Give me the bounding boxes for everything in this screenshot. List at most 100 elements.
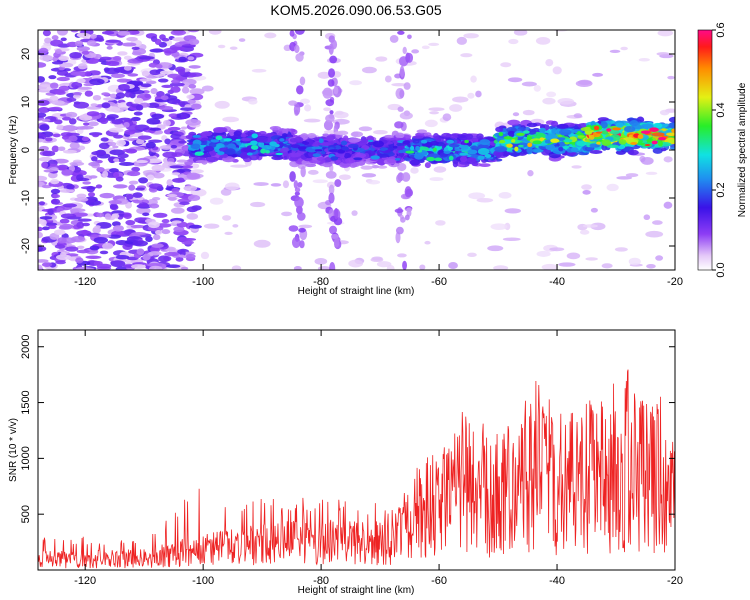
spectrogram-streak-blob	[323, 120, 334, 131]
spectrogram-speckle	[375, 56, 388, 62]
spectrogram-hotspot	[667, 139, 675, 144]
spectrogram-noise-blob	[123, 213, 132, 220]
spectrogram-noise-blob	[161, 218, 170, 224]
spectrogram-noise-blob	[38, 112, 47, 118]
spectrogram-hotspot	[250, 140, 258, 146]
spectrogram-hotspot	[432, 147, 437, 152]
spectrogram-noise-blob	[101, 102, 111, 109]
spectrogram-signal-blob	[494, 146, 508, 153]
spectrogram-noise-blob	[149, 127, 162, 131]
spectrogram-noise-blob	[183, 185, 198, 192]
spectrogram-noise-blob	[38, 231, 43, 239]
spectrogram-speckle	[504, 208, 522, 214]
spectrogram-noise-blob	[77, 145, 86, 151]
spectrogram-speckle	[581, 184, 592, 190]
spectrogram-hotspot	[444, 147, 449, 151]
spectrogram-speckle	[507, 77, 523, 83]
spectrogram-noise-blob	[38, 226, 43, 232]
spectrogram-signal-blob	[351, 131, 359, 137]
spectrogram-streak-blob	[329, 261, 336, 270]
spectrogram-noise-blob	[178, 254, 185, 258]
spectrogram-signal-blob	[450, 133, 458, 139]
spectrogram-noise-blob	[54, 244, 66, 249]
spectrogram-noise-blob	[92, 133, 100, 138]
spectrogram-hotspot	[210, 139, 220, 143]
spectrogram-noise-blob	[175, 256, 184, 262]
spectrogram-noise-blob	[70, 235, 86, 243]
spectrogram-speckle	[373, 130, 388, 135]
spectrogram-signal-blob	[409, 159, 420, 166]
spectrogram-signal-blob	[510, 152, 521, 157]
spectrogram-noise-blob	[130, 224, 146, 229]
spectrogram-speckle	[250, 201, 266, 208]
spectrogram-signal-blob	[360, 165, 374, 170]
spectrogram-noise-blob	[127, 73, 139, 77]
spectrogram-noise-blob	[115, 92, 126, 99]
y-tick-label: 2000	[20, 335, 32, 359]
spectrogram-speckle	[370, 257, 384, 263]
spectrogram-signal-blob	[412, 138, 420, 144]
x-tick-label: -80	[313, 575, 329, 587]
spectrogram-streak-blob	[395, 226, 404, 235]
spectrogram-streak-blob	[407, 34, 412, 40]
spectrogram-streak-blob	[329, 55, 338, 64]
colorbar-label: Normalized spectral amplitude	[737, 82, 748, 217]
spectrogram-noise-blob	[65, 246, 79, 252]
spectrogram-noise-blob	[152, 234, 161, 241]
spectrogram-noise-blob	[118, 84, 130, 91]
spectrogram-noise-blob	[170, 144, 178, 149]
spectrogram-speckle	[384, 75, 392, 83]
spectrogram-speckle	[238, 38, 246, 42]
spectrogram-signal-blob	[507, 119, 521, 126]
spectrogram-noise-blob	[110, 260, 126, 268]
spectrogram-noise-blob	[38, 175, 48, 182]
spectrogram-speckle	[200, 251, 210, 260]
spectrogram-streak-blob	[399, 89, 405, 99]
spectrogram-signal-blob	[586, 146, 594, 151]
spectrogram-noise-blob	[163, 256, 172, 262]
spectrogram-noise-blob	[187, 30, 200, 33]
spectrogram-noise-blob	[51, 61, 64, 65]
spectrogram-noise-blob	[112, 145, 119, 149]
spectrogram-noise-blob	[59, 62, 74, 68]
spectrogram-hotspot	[192, 134, 201, 138]
spectrogram-noise-blob	[186, 172, 201, 180]
spectrogram-speckle	[656, 52, 670, 56]
spectrogram-noise-blob	[186, 94, 195, 100]
spectrogram-noise-blob	[68, 135, 78, 142]
spectrogram-streak-blob	[404, 186, 412, 198]
spectrogram-noise-blob	[152, 172, 165, 179]
spectrogram-speckle	[435, 220, 446, 226]
spectrogram-streak-blob	[289, 30, 295, 37]
spectrogram-noise-blob	[76, 32, 91, 38]
spectrogram-noise-blob	[43, 169, 54, 173]
spectrogram-signal-blob	[396, 142, 403, 146]
spectrogram-speckle	[609, 49, 621, 53]
spectrogram-noise-blob	[102, 242, 114, 250]
spectrogram-hotspot	[585, 130, 593, 135]
spectrogram-speckle	[253, 182, 269, 186]
spectrogram-noise-blob	[145, 141, 156, 149]
spectrogram-noise-blob	[146, 263, 163, 267]
spectrogram-hotspot	[434, 157, 443, 162]
spectrogram-noise-blob	[178, 140, 187, 144]
spectrogram-noise-blob	[89, 78, 105, 86]
spectrogram-noise-blob	[56, 76, 70, 82]
spectrogram-speckle	[527, 170, 534, 177]
spectrogram-streak-blob	[329, 110, 334, 115]
spectrogram-speckle	[348, 259, 364, 268]
spectrogram-signal-blob	[322, 133, 329, 137]
spectrogram-speckle	[590, 222, 606, 231]
spectrogram-signal-blob	[424, 162, 431, 169]
spectrogram-speckle	[643, 214, 651, 221]
spectrogram-noise-blob	[106, 45, 113, 50]
spectrogram-streak-blob	[400, 216, 406, 223]
spectrogram-noise-blob	[179, 201, 190, 206]
spectrogram-noise-blob	[145, 80, 157, 85]
spectrogram-noise-blob	[128, 180, 139, 185]
spectrogram-hotspot	[461, 146, 469, 150]
spectrogram-noise-blob	[83, 122, 90, 126]
spectrogram-streak-blob	[294, 191, 300, 196]
spectrogram-noise-blob	[77, 63, 88, 70]
spectrogram-speckle	[575, 80, 593, 87]
